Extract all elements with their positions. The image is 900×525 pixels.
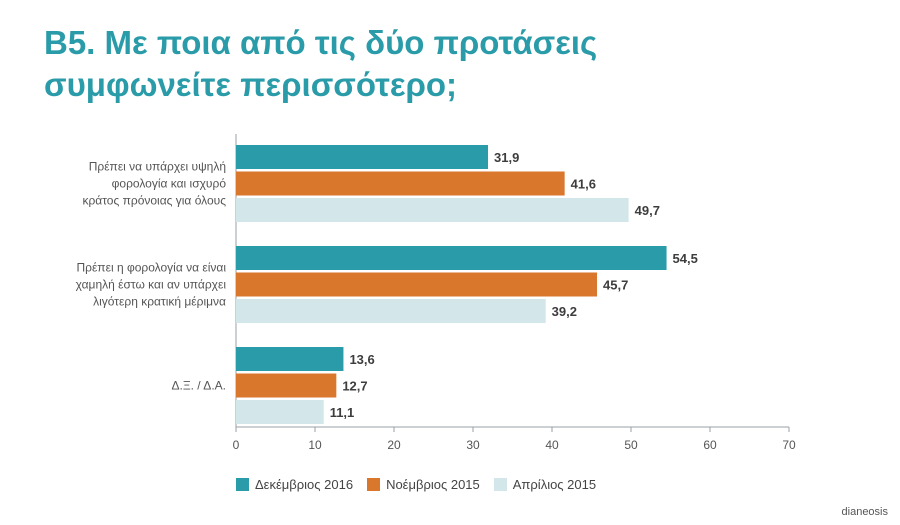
category-label-2: Πρέπει η φορολογία να είναι χαμηλή έστω κ… bbox=[76, 261, 227, 309]
category-label-3: Δ.Ξ. / Δ.Α. bbox=[171, 379, 226, 393]
x-tick-label-40: 40 bbox=[545, 438, 559, 452]
category-label-1-line-2: φορολογία και ισχυρό bbox=[112, 177, 227, 191]
value-label-2-1: 54,5 bbox=[673, 251, 698, 266]
x-tick-label-50: 50 bbox=[624, 438, 638, 452]
legend-label-2: Νοέμβριος 2015 bbox=[386, 477, 480, 492]
bar-1-2 bbox=[236, 171, 565, 196]
bar-3-1 bbox=[236, 347, 344, 371]
legend-item-2: Νοέμβριος 2015 bbox=[367, 477, 480, 492]
legend-label-3: Απρίλιος 2015 bbox=[512, 477, 597, 492]
category-label-2-line-2: χαμηλή έστω και αν υπάρχει bbox=[76, 278, 227, 292]
chart-title-line-2: συμφωνείτε περισσότερο; bbox=[44, 66, 458, 103]
legend: Δεκέμβριος 2016 Νοέμβριος 2015 Απρίλιος 20… bbox=[236, 477, 596, 492]
legend-swatch-3 bbox=[493, 478, 507, 491]
x-tick-label-0: 0 bbox=[233, 438, 240, 452]
category-label-1-line-1: Πρέπει να υπάρχει υψηλή bbox=[89, 160, 226, 174]
bar-3-3 bbox=[236, 400, 324, 424]
category-label-2-line-1: Πρέπει η φορολογία να είναι bbox=[76, 261, 226, 275]
category-label-2-line-3: λιγότερη κρατική μέριμνα bbox=[93, 295, 226, 309]
chart-title-line-1: Β5. Με ποια από τις δύο προτάσεις bbox=[44, 24, 598, 61]
bar-1-1 bbox=[236, 145, 489, 169]
bar-2-1 bbox=[236, 246, 667, 270]
legend-label-1: Δεκέμβριος 2016 bbox=[255, 477, 354, 492]
category-label-3-line-1: Δ.Ξ. / Δ.Α. bbox=[171, 379, 226, 393]
value-label-2-2: 45,7 bbox=[603, 278, 628, 293]
x-tick-label-30: 30 bbox=[466, 438, 480, 452]
bar-3-2 bbox=[236, 373, 337, 398]
legend-swatch-1 bbox=[236, 478, 249, 491]
x-tick-label-60: 60 bbox=[703, 438, 717, 452]
legend-swatch-2 bbox=[367, 478, 381, 491]
value-label-3-2: 12,7 bbox=[342, 379, 367, 394]
legend-item-1: Δεκέμβριος 2016 bbox=[236, 477, 353, 492]
value-label-3-3: 11,1 bbox=[330, 405, 355, 420]
category-label-1-line-3: κράτος πρόνοιας για όλους bbox=[82, 194, 226, 208]
category-label-1: Πρέπει να υπάρχει υψηλή φορολογία και ισχ… bbox=[82, 160, 226, 208]
source-credit: dianeosis bbox=[841, 506, 888, 518]
x-tick-label-10: 10 bbox=[308, 438, 322, 452]
chart-title: Β5. Με ποια από τις δύο προτάσεις συμφων… bbox=[44, 22, 804, 106]
value-label-1-3: 49,7 bbox=[635, 203, 660, 218]
value-label-1-1: 31,9 bbox=[494, 150, 519, 165]
bar-1-3 bbox=[236, 198, 629, 222]
x-tick-label-70: 70 bbox=[782, 438, 796, 452]
value-label-2-3: 39,2 bbox=[552, 304, 577, 319]
x-tick-label-20: 20 bbox=[387, 438, 401, 452]
value-label-3-1: 13,6 bbox=[349, 352, 374, 367]
bar-2-2 bbox=[236, 272, 598, 297]
value-label-1-2: 41,6 bbox=[571, 177, 596, 192]
legend-item-3: Απρίλιος 2015 bbox=[493, 477, 597, 492]
bar-2-3 bbox=[236, 299, 546, 323]
